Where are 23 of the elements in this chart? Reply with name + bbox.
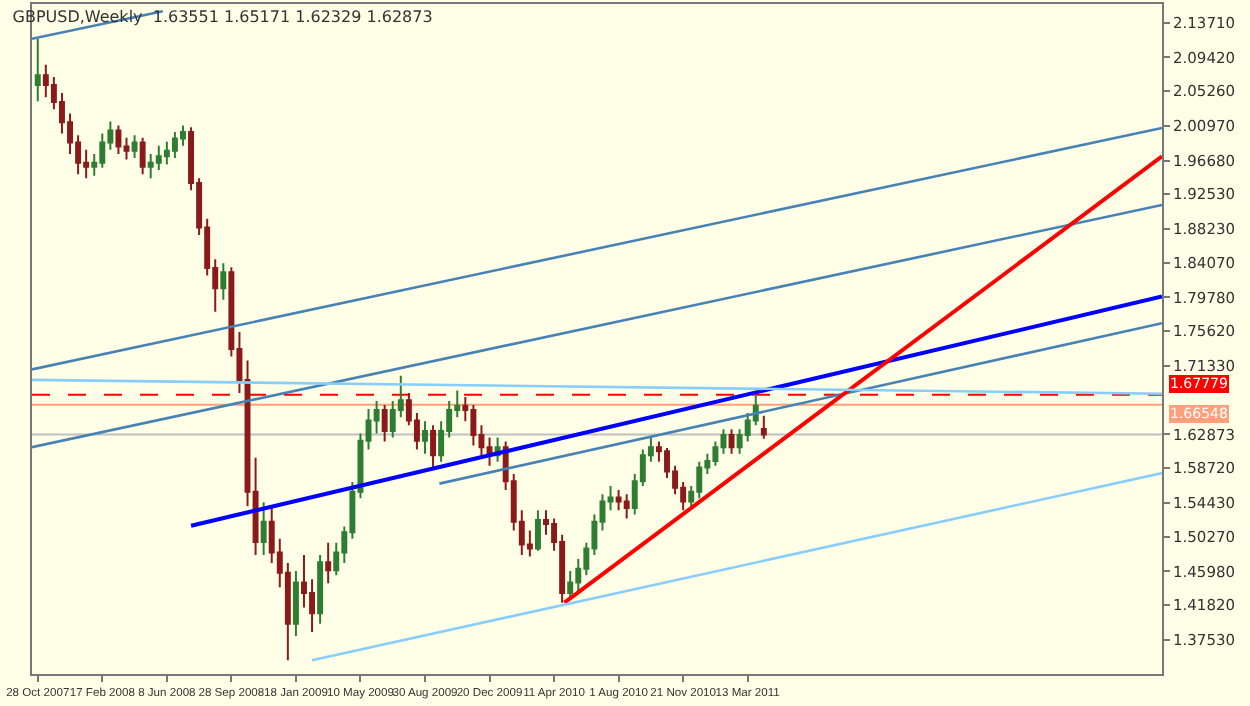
candlestick — [696, 460, 703, 500]
candlestick — [534, 509, 541, 552]
candlestick — [325, 541, 332, 585]
candlestick — [623, 493, 630, 520]
candlestick — [34, 37, 41, 103]
candlestick — [155, 144, 162, 172]
candlestick — [317, 553, 324, 625]
candlestick — [470, 404, 477, 447]
candlestick — [728, 428, 735, 455]
candlestick — [139, 136, 146, 176]
candlestick — [292, 570, 299, 637]
candlestick — [163, 140, 170, 166]
candlestick — [131, 134, 138, 159]
candlestick — [422, 420, 428, 455]
candlestick — [760, 414, 767, 440]
candlestick — [171, 131, 178, 159]
candlestick — [220, 262, 227, 301]
candlestick — [260, 501, 267, 556]
candlestick — [147, 152, 154, 180]
candlestick — [115, 124, 122, 155]
candlestick — [430, 424, 437, 471]
candlestick — [615, 489, 622, 512]
candlestick — [381, 404, 388, 443]
